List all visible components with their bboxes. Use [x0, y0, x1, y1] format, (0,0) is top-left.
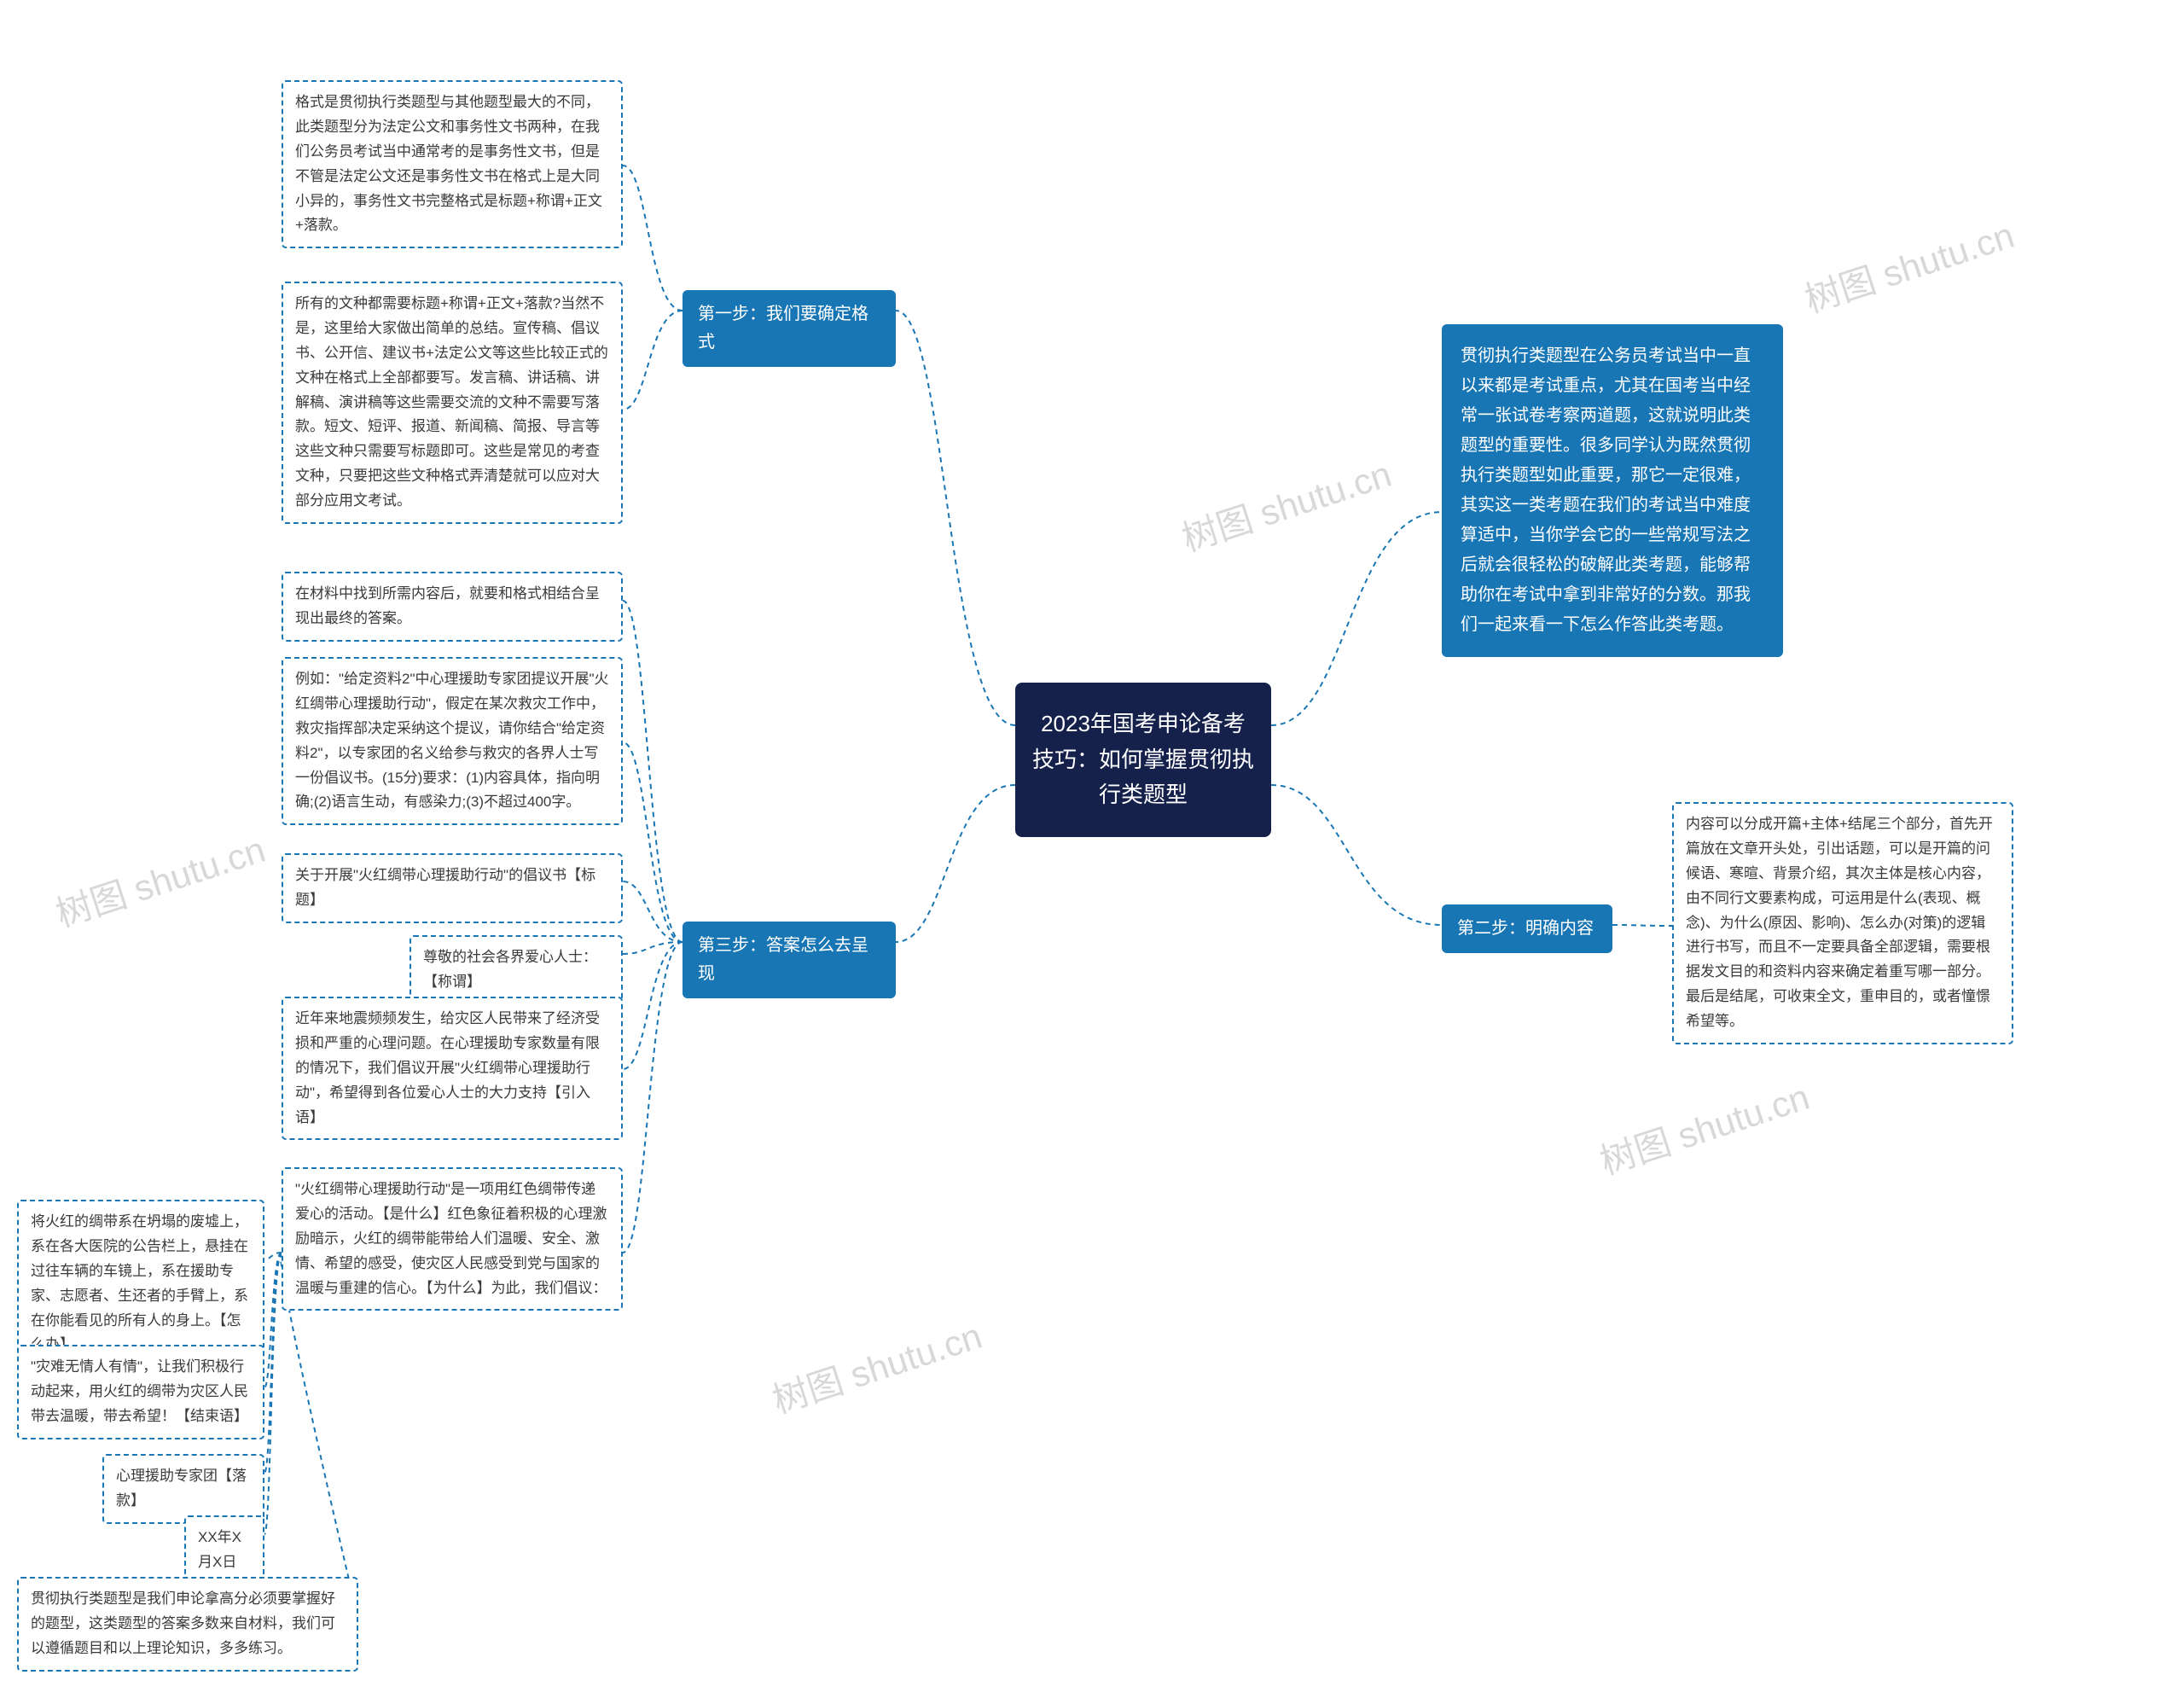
leaf-step3-d: 尊敬的社会各界爱心人士：【称谓】 [410, 935, 623, 1005]
mindmap-center: 2023年国考申论备考技巧：如何掌握贯彻执行类题型 [1015, 683, 1271, 837]
watermark: 树图 shutu.cn [1175, 445, 1397, 562]
leaf-step3-h: "灾难无情人有情"，让我们积极行动起来，用火红的绸带为灾区人民带去温暖，带去希望… [17, 1345, 264, 1439]
step-label: 第一步：我们要确定格式 [698, 305, 868, 352]
leaf-text: 近年来地震频频发生，给灾区人民带来了经济受损和严重的心理问题。在心理援助专家数量… [295, 1010, 600, 1125]
leaf-text: 将火红的绸带系在坍塌的废墟上，系在各大医院的公告栏上，悬挂在过往车辆的车镜上，系… [31, 1213, 248, 1352]
leaf-step3-j: XX年X月X日 [184, 1515, 264, 1585]
leaf-text: XX年X月X日 [198, 1529, 241, 1570]
watermark: 树图 shutu.cn [1593, 1068, 1815, 1185]
leaf-step3-i: 心理援助专家团【落款】 [102, 1454, 264, 1524]
leaf-text: 格式是贯彻执行类题型与其他题型最大的不同，此类题型分为法定公文和事务性文书两种，… [295, 94, 602, 233]
center-title: 2023年国考申论备考技巧：如何掌握贯彻执行类题型 [1032, 711, 1254, 807]
leaf-step1-a: 格式是贯彻执行类题型与其他题型最大的不同，此类题型分为法定公文和事务性文书两种，… [282, 80, 623, 248]
watermark: 树图 shutu.cn [1798, 206, 2020, 323]
step-label: 第三步：答案怎么去呈现 [698, 936, 868, 983]
leaf-text: 心理援助专家团【落款】 [116, 1468, 247, 1509]
watermark: 树图 shutu.cn [49, 821, 271, 938]
leaf-text: 关于开展"火红绸带心理援助行动"的倡议书【标题】 [295, 867, 595, 908]
step-2: 第二步：明确内容 [1442, 904, 1612, 953]
leaf-text: 例如："给定资料2"中心理援助专家团提议开展"火红绸带心理援助行动"，假定在某次… [295, 671, 609, 810]
leaf-step1-b: 所有的文种都需要标题+称谓+正文+落款?当然不是，这里给大家做出简单的总结。宣传… [282, 282, 623, 524]
step-label: 第二步：明确内容 [1457, 919, 1594, 938]
leaf-step3-c: 关于开展"火红绸带心理援助行动"的倡议书【标题】 [282, 853, 623, 923]
leaf-step3-e: 近年来地震频频发生，给灾区人民带来了经济受损和严重的心理问题。在心理援助专家数量… [282, 997, 623, 1140]
step-1: 第一步：我们要确定格式 [682, 290, 896, 367]
leaf-step3-a: 在材料中找到所需内容后，就要和格式相结合呈现出最终的答案。 [282, 572, 623, 642]
leaf-text: 内容可以分成开篇+主体+结尾三个部分，首先开篇放在文章开头处，引出话题，可以是开… [1686, 816, 1993, 1029]
leaf-text: 尊敬的社会各界爱心人士：【称谓】 [423, 949, 597, 990]
step-3: 第三步：答案怎么去呈现 [682, 922, 896, 998]
leaf-step3-k: 贯彻执行类题型是我们申论拿高分必须要掌握好的题型，这类题型的答案多数来自材料，我… [17, 1577, 358, 1672]
leaf-text: 贯彻执行类题型是我们申论拿高分必须要掌握好的题型，这类题型的答案多数来自材料，我… [31, 1590, 335, 1656]
intro-text: 贯彻执行类题型在公务员考试当中一直以来都是考试重点，尤其在国考当中经常一张试卷考… [1461, 346, 1751, 634]
watermark: 树图 shutu.cn [765, 1307, 988, 1424]
leaf-text: "灾难无情人有情"，让我们积极行动起来，用火红的绸带为灾区人民带去温暖，带去希望… [31, 1358, 248, 1424]
leaf-text: 在材料中找到所需内容后，就要和格式相结合呈现出最终的答案。 [295, 585, 600, 626]
leaf-text: 所有的文种都需要标题+称谓+正文+落款?当然不是，这里给大家做出简单的总结。宣传… [295, 295, 608, 509]
leaf-step3-b: 例如："给定资料2"中心理援助专家团提议开展"火红绸带心理援助行动"，假定在某次… [282, 657, 623, 825]
leaf-step3-f: "火红绸带心理援助行动"是一项用红色绸带传递爱心的活动。【是什么】红色象征着积极… [282, 1167, 623, 1311]
leaf-step2-a: 内容可以分成开篇+主体+结尾三个部分，首先开篇放在文章开头处，引出话题，可以是开… [1672, 802, 2013, 1044]
leaf-text: "火红绸带心理援助行动"是一项用红色绸带传递爱心的活动。【是什么】红色象征着积极… [295, 1181, 607, 1296]
intro-block: 贯彻执行类题型在公务员考试当中一直以来都是考试重点，尤其在国考当中经常一张试卷考… [1442, 324, 1783, 657]
leaf-step3-g: 将火红的绸带系在坍塌的废墟上，系在各大医院的公告栏上，悬挂在过往车辆的车镜上，系… [17, 1200, 264, 1368]
